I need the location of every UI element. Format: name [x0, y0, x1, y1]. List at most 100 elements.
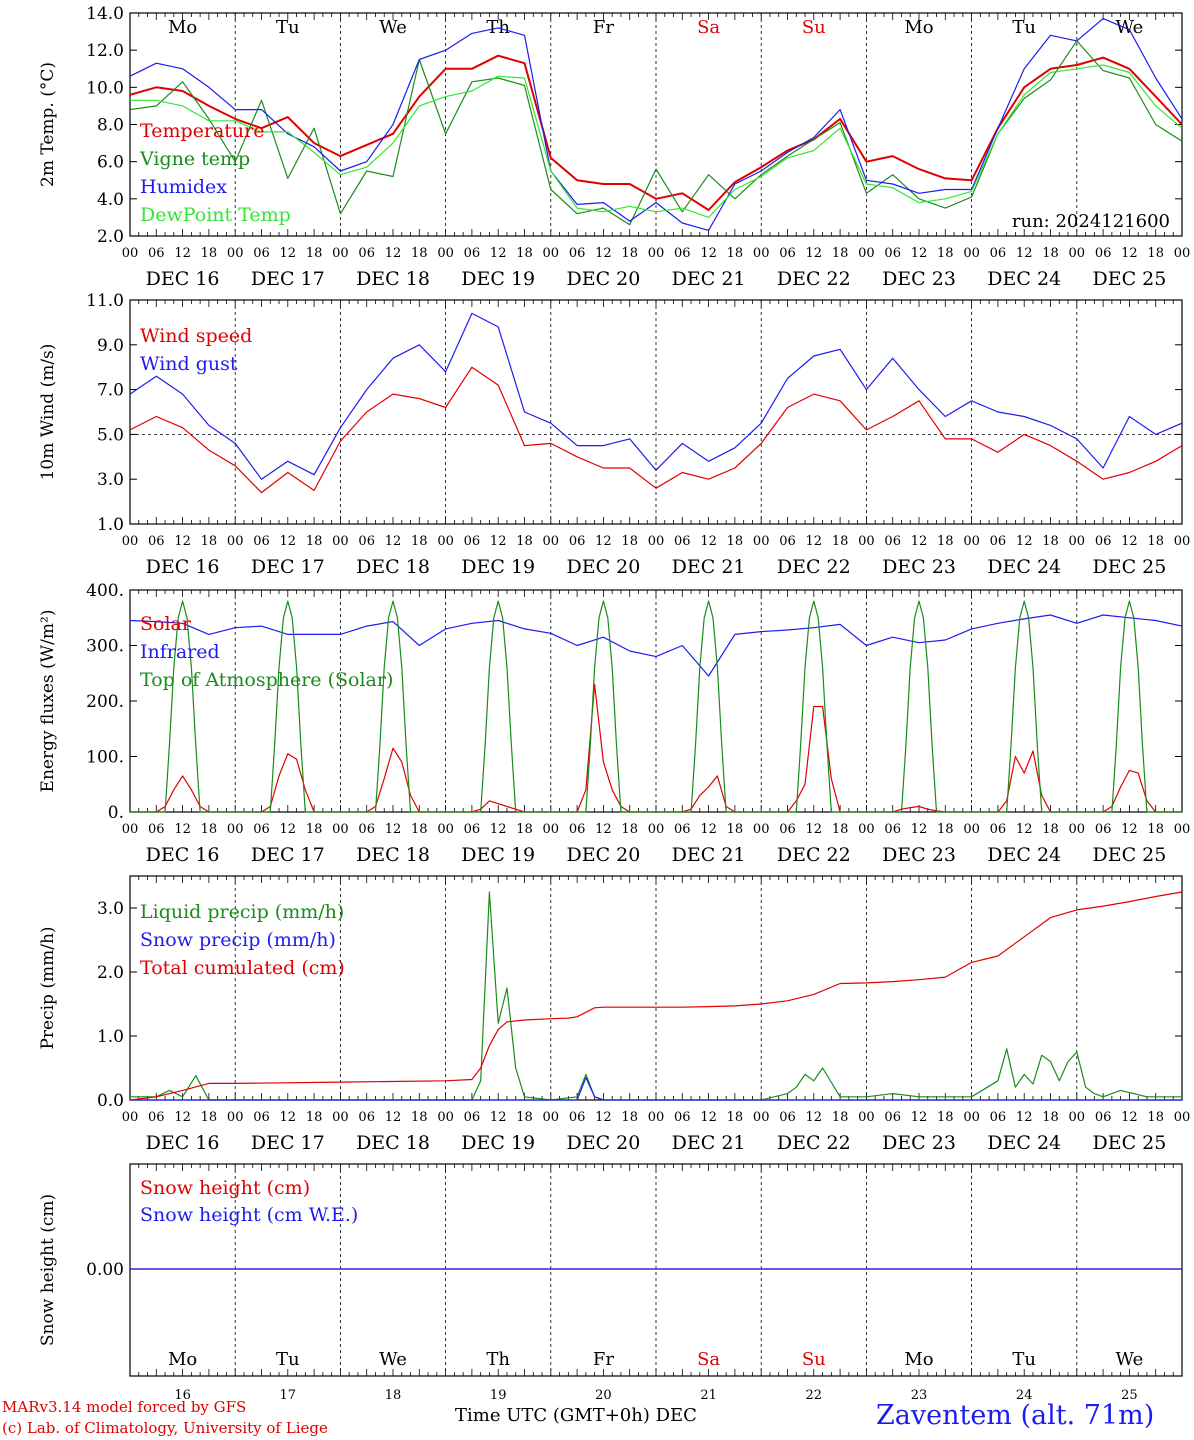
panel2-hour-label: 12: [700, 534, 717, 549]
panel4-date-label: DEC 19: [461, 1132, 535, 1154]
panel2-date-label: DEC 18: [356, 556, 430, 578]
panel2-date-label: DEC 24: [987, 556, 1061, 578]
panel1-weekday: Su: [802, 17, 826, 38]
panel3-hour-label: 06: [990, 822, 1007, 837]
panel1-hour-label: 18: [727, 246, 744, 261]
panel1-hour-label: 18: [306, 246, 323, 261]
panel2-ytick-label: 5.0: [97, 425, 124, 445]
panel3-hour-label: 12: [385, 822, 402, 837]
panel4-hour-label: 06: [779, 1110, 796, 1125]
panel2-hour-label: 12: [280, 534, 297, 549]
panel3-hour-label: 00: [437, 822, 454, 837]
panel3-date-label: DEC 24: [987, 844, 1061, 866]
panel1-date-label: DEC 24: [987, 268, 1061, 290]
panel3-hour-label: 00: [753, 822, 770, 837]
panel2-date-label: DEC 19: [461, 556, 535, 578]
panel2-hour-label: 18: [1042, 534, 1059, 549]
panel1-date-label: DEC 18: [356, 268, 430, 290]
panel3-legend-entry: Top of Atmosphere (Solar): [140, 669, 393, 691]
panel3-hour-label: 18: [201, 822, 218, 837]
panel2-date-label: DEC 25: [1092, 556, 1166, 578]
panel4-date-label: DEC 23: [882, 1132, 956, 1154]
panel3-hour-label: 12: [1016, 822, 1033, 837]
panel2-hour-label: 18: [1147, 534, 1164, 549]
day-number-label: 17: [280, 1388, 297, 1400]
panel3-hour-label: 00: [648, 822, 665, 837]
panel3-hour-label: 06: [884, 822, 901, 837]
panel4-hour-label: 18: [1042, 1110, 1059, 1125]
panel1-ytick-label: 14.0: [86, 4, 124, 24]
panel1-hour-label: 00: [332, 246, 349, 261]
panel2-hour-label: 06: [253, 534, 270, 549]
panel3-ytick-label: 300.: [86, 637, 124, 657]
panel2-hour-label: 00: [648, 534, 665, 549]
panel4-ytick-label: 3.0: [97, 899, 124, 919]
panel3-date-label: DEC 16: [146, 844, 220, 866]
panel2-date-label: DEC 23: [882, 556, 956, 578]
panel1-date-label: DEC 19: [461, 268, 535, 290]
panel1-hour-label: 00: [1174, 246, 1191, 261]
panel4-hour-label: 12: [490, 1110, 507, 1125]
day-number-label: 25: [1121, 1388, 1138, 1400]
lab-credit: (c) Lab. of Climatology, University of L…: [2, 1419, 328, 1437]
panel4-date-label: DEC 16: [146, 1132, 220, 1154]
panel2-legend-entry: Wind speed: [140, 325, 252, 347]
day-number-label: 22: [806, 1388, 823, 1400]
panel1-weekday: We: [379, 17, 407, 38]
panel4-date-label: DEC 17: [251, 1132, 325, 1154]
panel1-hour-label: 06: [569, 246, 586, 261]
panel5-legend-entry: Snow height (cm): [140, 1177, 310, 1199]
panel1-hour-label: 06: [1095, 246, 1112, 261]
panel1-hour-label: 12: [1016, 246, 1033, 261]
panel2-hour-label: 18: [411, 534, 428, 549]
panel3-hour-label: 06: [464, 822, 481, 837]
panel4-date-label: DEC 20: [566, 1132, 640, 1154]
panel1-legend-entry: DewPoint Temp: [140, 204, 291, 226]
panel5-weekday: We: [1116, 1349, 1144, 1370]
panel4-hour-label: 12: [174, 1110, 191, 1125]
panel3-hour-label: 12: [280, 822, 297, 837]
panel4-hour-label: 18: [306, 1110, 323, 1125]
panel4-legend-entry: Total cumulated (cm): [140, 957, 345, 979]
panel1-hour-label: 18: [516, 246, 533, 261]
panel2-hour-label: 00: [227, 534, 244, 549]
panel1-legend-entry: Humidex: [140, 176, 227, 198]
panel1-hour-label: 18: [937, 246, 954, 261]
panel3-date-label: DEC 25: [1092, 844, 1166, 866]
panel4-hour-label: 00: [227, 1110, 244, 1125]
panel2-ytick-label: 9.0: [97, 336, 124, 356]
day-number-label: 18: [385, 1388, 402, 1400]
panel1-hour-label: 00: [753, 246, 770, 261]
panel2-ylabel: 10m Wind (m/s): [38, 344, 58, 481]
panel3-ytick-label: 0.: [108, 803, 124, 823]
panel2-ytick-label: 11.0: [86, 291, 124, 311]
panel2-hour-label: 12: [1121, 534, 1138, 549]
panel1-weekday: Tu: [276, 17, 300, 38]
panel1-date-label: DEC 16: [146, 268, 220, 290]
panel4-series-line: [129, 891, 1183, 1101]
panel5-weekday: Th: [486, 1349, 510, 1370]
panel3-ylabel: Energy fluxes (W/m²): [38, 610, 58, 793]
panel1-hour-label: 12: [490, 246, 507, 261]
panel2-hour-label: 06: [779, 534, 796, 549]
panel1-hour-label: 00: [122, 246, 139, 261]
panel2-hour-label: 00: [753, 534, 770, 549]
panel1-hour-label: 00: [543, 246, 560, 261]
panel2-hour-label: 12: [385, 534, 402, 549]
panel4-hour-label: 00: [437, 1110, 454, 1125]
panel1-hour-label: 18: [832, 246, 849, 261]
panel2-hour-label: 18: [201, 534, 218, 549]
panel5-weekday: Tu: [1012, 1349, 1036, 1370]
panel5-weekday: Su: [802, 1349, 826, 1370]
panel4-series-line: [130, 1076, 1182, 1101]
panel2-hour-label: 00: [1069, 534, 1086, 549]
panel4-hour-label: 12: [911, 1110, 928, 1125]
panel1-hour-label: 12: [1121, 246, 1138, 261]
panel1-ytick-label: 6.0: [97, 153, 124, 173]
panel1-date-label: DEC 22: [777, 268, 851, 290]
station-name: Zaventem (alt. 71m): [876, 1400, 1155, 1431]
panel2-hour-label: 18: [937, 534, 954, 549]
panel2-hour-label: 06: [464, 534, 481, 549]
panel5-legend-entry: Snow height (cm W.E.): [140, 1204, 358, 1226]
panel1-annotation: run: 2024121600: [1012, 211, 1170, 232]
